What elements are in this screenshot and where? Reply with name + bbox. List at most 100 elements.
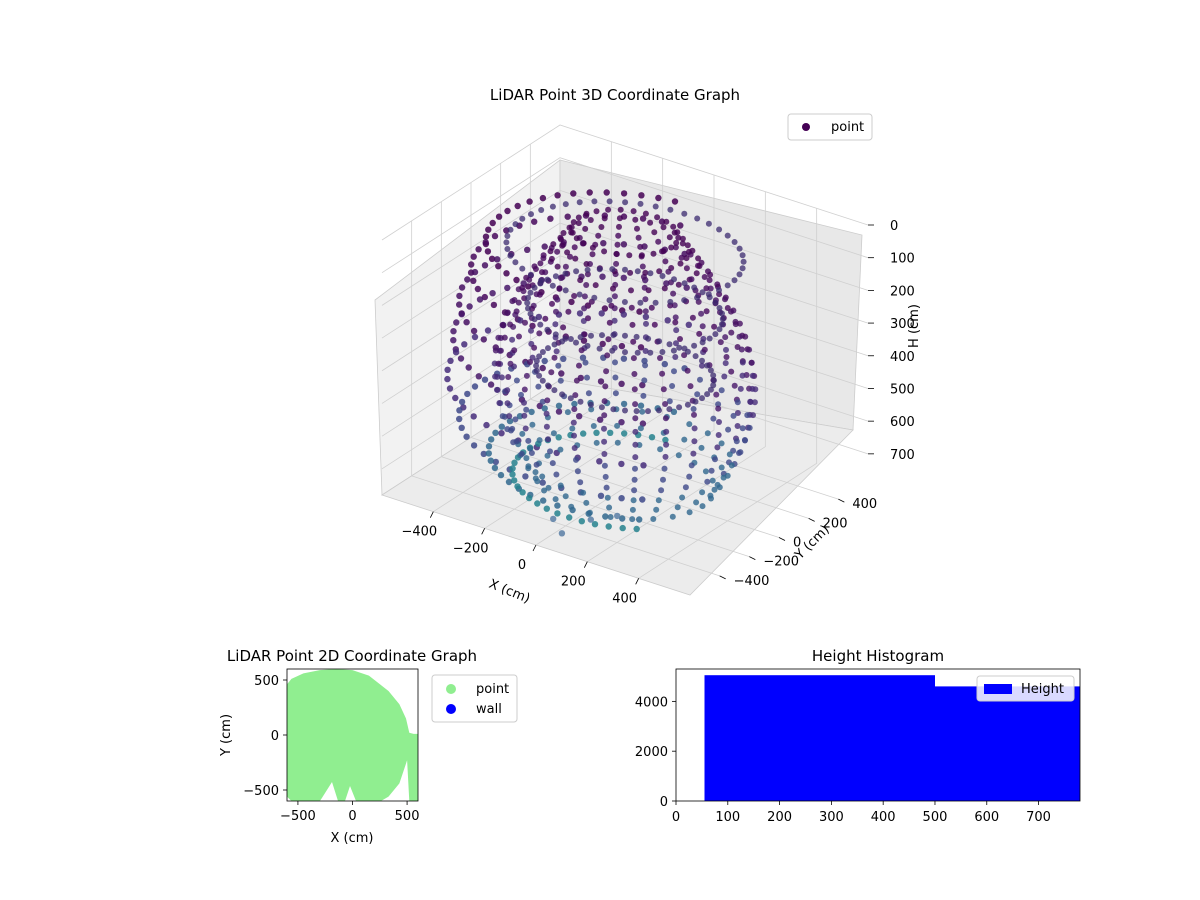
point-213 <box>621 430 628 437</box>
point-566 <box>513 308 520 315</box>
point-27 <box>601 305 609 312</box>
point-801 <box>637 299 644 306</box>
point-101 <box>476 296 484 303</box>
point-239 <box>633 525 640 533</box>
point-642 <box>592 282 599 289</box>
point-712 <box>663 441 670 448</box>
legend-2d-label-point: point <box>476 682 509 697</box>
point-37 <box>547 215 554 222</box>
point-138 <box>452 394 459 402</box>
point-470 <box>553 308 559 315</box>
point-547 <box>504 309 511 316</box>
point-738 <box>674 504 681 511</box>
point-600 <box>580 240 587 247</box>
point-601 <box>572 255 579 262</box>
point-580 <box>573 235 580 242</box>
legend-3d-label-point: point <box>831 120 864 135</box>
point-48 <box>474 285 482 293</box>
point-523 <box>540 252 547 259</box>
point-294 <box>746 424 753 431</box>
grid-line-z-6 <box>381 320 869 437</box>
point-498 <box>550 430 557 437</box>
point-686 <box>630 355 637 362</box>
point-776 <box>622 199 629 206</box>
hist-x-tick-label-5: 500 <box>923 810 948 825</box>
point-152 <box>641 357 648 365</box>
point-891 <box>567 395 574 402</box>
point-75 <box>456 292 463 300</box>
point-182 <box>637 402 645 409</box>
legend-histogram-box <box>976 675 1075 702</box>
point-67 <box>541 243 548 250</box>
point-604 <box>549 300 555 307</box>
point-225 <box>509 465 516 472</box>
point-region-gap <box>320 782 356 801</box>
point-714 <box>661 465 668 472</box>
point-821 <box>659 273 666 279</box>
point-216 <box>580 430 587 437</box>
point-234 <box>566 514 573 521</box>
point-681 <box>627 269 634 276</box>
point-754 <box>712 456 718 463</box>
point-417 <box>639 408 646 415</box>
point-477 <box>564 409 571 416</box>
point-702 <box>645 287 652 294</box>
point-863 <box>704 362 711 369</box>
point-796 <box>562 287 569 294</box>
point-570 <box>495 360 502 367</box>
point-318 <box>718 464 725 471</box>
point-330 <box>738 346 745 353</box>
point-807 <box>716 287 722 294</box>
point-316 <box>733 438 740 445</box>
point-84 <box>539 364 546 372</box>
legend-histogram: Height <box>976 675 1075 702</box>
point-574 <box>499 413 506 420</box>
point-109 <box>465 364 472 371</box>
point-496 <box>539 398 546 405</box>
point-899 <box>656 407 662 414</box>
point-106 <box>450 337 457 344</box>
point-299 <box>711 486 718 493</box>
point-248 <box>728 368 735 375</box>
point-690 <box>632 415 639 422</box>
point-57 <box>599 340 606 348</box>
point-41 <box>491 232 499 240</box>
point-755 <box>708 467 715 474</box>
point-671 <box>601 425 607 432</box>
point-659 <box>586 509 593 516</box>
point-142 <box>498 430 505 437</box>
point-537 <box>519 430 526 437</box>
point-209 <box>636 516 643 523</box>
point-240 <box>668 244 675 251</box>
point-171 <box>492 458 499 466</box>
point-663 <box>608 302 615 309</box>
point-9 <box>526 198 533 205</box>
point-394 <box>671 368 677 375</box>
point-262 <box>693 270 700 277</box>
point-749 <box>713 391 720 398</box>
point-246 <box>717 339 724 346</box>
point-632 <box>543 423 550 430</box>
point-716 <box>658 487 665 494</box>
point-615 <box>528 450 535 456</box>
point-607 <box>531 344 538 351</box>
point-469 <box>554 296 561 303</box>
point-830 <box>552 273 559 280</box>
point-719 <box>650 516 657 522</box>
point-711 <box>663 428 670 435</box>
point-364 <box>678 254 685 261</box>
point-215 <box>593 429 600 436</box>
point-197 <box>487 457 494 464</box>
point-331 <box>739 359 746 366</box>
point-693 <box>632 454 639 461</box>
point-131 <box>471 333 479 341</box>
point-803 <box>667 298 674 305</box>
point-595 <box>513 438 520 445</box>
point-797 <box>576 291 583 298</box>
point-696 <box>631 487 638 494</box>
point-721 <box>656 268 663 275</box>
point-334 <box>734 399 741 406</box>
point-869 <box>656 338 663 345</box>
point-810 <box>716 326 723 333</box>
